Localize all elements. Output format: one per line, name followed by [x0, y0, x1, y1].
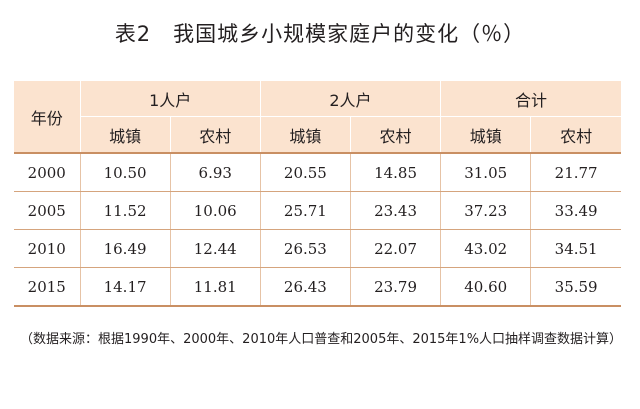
table-cell: 34.51 — [530, 229, 621, 268]
table-row: 2005 11.52 10.06 25.71 23.43 37.23 33.49 — [14, 191, 621, 230]
year-cell: 2005 — [14, 191, 81, 230]
table-cell: 11.52 — [80, 191, 171, 230]
table-cell: 25.71 — [260, 191, 351, 230]
table-cell: 31.05 — [440, 152, 532, 192]
table-cell: 43.02 — [440, 229, 532, 268]
table-cell: 14.85 — [350, 152, 442, 192]
year-cell: 2010 — [14, 229, 81, 268]
table-cell: 40.60 — [440, 267, 532, 307]
source-note: （数据来源：根据1990年、2000年、2010年人口普查和2005年、2015… — [20, 332, 623, 347]
table-cell: 16.49 — [80, 229, 171, 268]
table-title: 表2 我国城乡小规模家庭户的变化（％） — [114, 22, 526, 46]
table-cell: 26.53 — [260, 229, 351, 268]
year-cell: 2000 — [14, 152, 81, 192]
group-header-total: 合计 — [440, 81, 621, 117]
table-row: 2000 10.50 6.93 20.55 14.85 31.05 21.77 — [14, 152, 621, 192]
year-column-header: 年份 — [14, 81, 81, 154]
table-row: 2015 14.17 11.81 26.43 23.79 40.60 35.59 — [14, 267, 621, 307]
table-cell: 35.59 — [530, 267, 621, 307]
table-cell: 23.79 — [350, 267, 442, 307]
group-header-one-person: 1人户 — [80, 81, 261, 117]
subheader-rural: 农村 — [170, 116, 261, 154]
subheader-urban: 城镇 — [440, 116, 532, 154]
table-cell: 22.07 — [350, 229, 442, 268]
table-cell: 10.50 — [80, 152, 171, 192]
table-cell: 21.77 — [530, 152, 621, 192]
table-cell: 37.23 — [440, 191, 532, 230]
year-cell: 2015 — [14, 267, 81, 307]
table-cell: 14.17 — [80, 267, 171, 307]
table-cell: 20.55 — [260, 152, 351, 192]
subheader-urban: 城镇 — [260, 116, 351, 154]
table-cell: 26.43 — [260, 267, 351, 307]
group-header-two-person: 2人户 — [260, 81, 442, 117]
table-cell: 10.06 — [170, 191, 261, 230]
table-cell: 23.43 — [350, 191, 442, 230]
subheader-rural: 农村 — [350, 116, 442, 154]
table-row: 2010 16.49 12.44 26.53 22.07 43.02 34.51 — [14, 229, 621, 268]
table-cell: 12.44 — [170, 229, 261, 268]
table-cell: 33.49 — [530, 191, 621, 230]
table-cell: 6.93 — [170, 152, 261, 192]
subheader-urban: 城镇 — [80, 116, 171, 154]
subheader-rural: 农村 — [530, 116, 621, 154]
table-cell: 11.81 — [170, 267, 261, 307]
household-change-table: 年份 1人户 2人户 合计 城镇 农村 城镇 农村 城镇 农村 2000 10.… — [14, 81, 621, 307]
